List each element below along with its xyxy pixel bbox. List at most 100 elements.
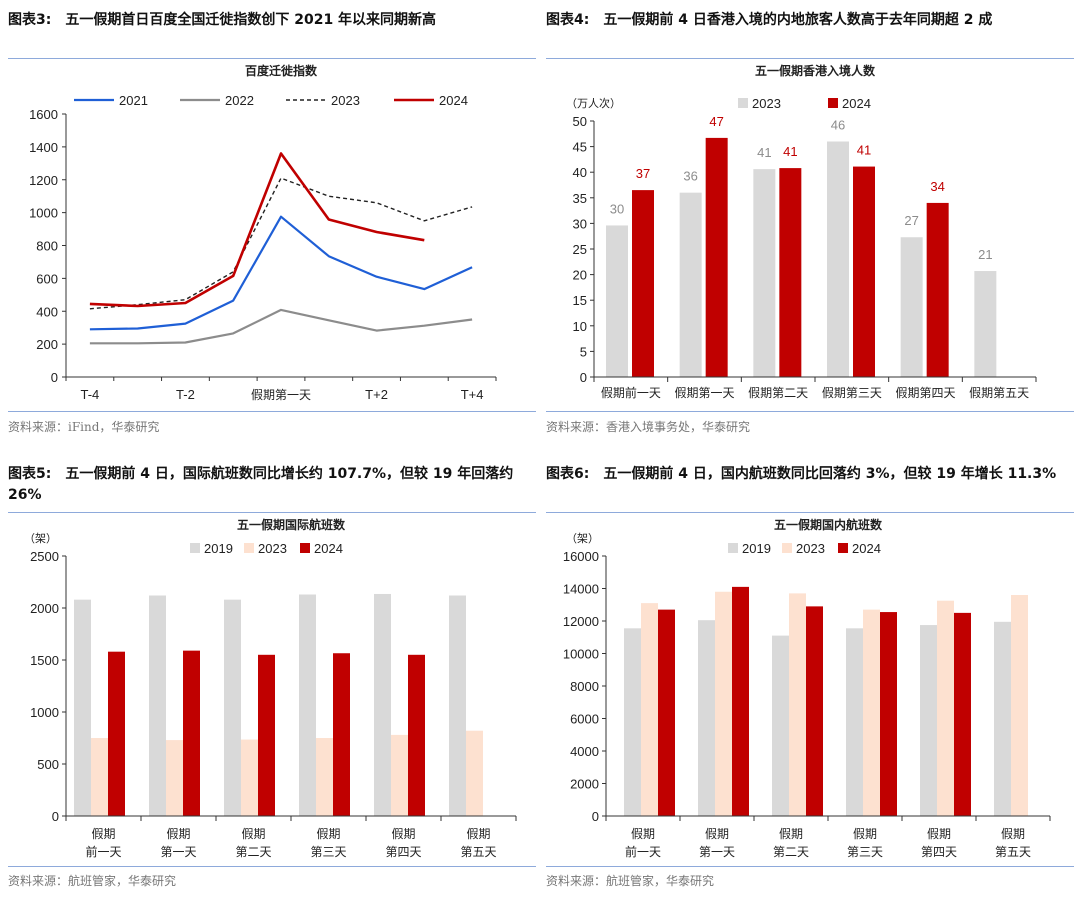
series-line-2024	[89, 152, 425, 308]
y-tick-label: 0	[580, 370, 587, 385]
bar-2024-0	[658, 609, 675, 816]
x-tick-label: 第四天	[385, 845, 421, 859]
x-tick-label: 假期	[91, 827, 115, 841]
bar-2019-2	[224, 599, 241, 816]
legend-label-2022: 2022	[225, 93, 254, 108]
panel-migration-index: 图表3: 五一假期首日百度全国迁徙指数创下 2021 年以来同期新高 百度迁徙指数…	[8, 4, 540, 444]
bar-2023-5	[466, 730, 483, 816]
x-tick-label: 前一天	[85, 844, 121, 859]
legend-label-2023: 2023	[258, 541, 287, 556]
figure-caption: 五一假期前 4 日，国际航班数同比增长约 107.7%，但较 19 年回落约 2…	[8, 466, 514, 503]
bar-2023-5	[974, 271, 997, 377]
x-tick-label: 假期	[391, 827, 415, 841]
bar-2024-3	[333, 653, 350, 816]
x-tick-label: 第三天	[310, 845, 346, 859]
data-label-2024-3: 41	[857, 143, 871, 158]
x-tick-label: 第二天	[235, 845, 271, 859]
y-unit-label: （万人次）	[566, 96, 621, 110]
figure-number: 图表4:	[546, 12, 590, 28]
y-tick-label: 5	[580, 344, 587, 359]
x-tick-label: 假期第一天	[251, 388, 311, 402]
bar-2024-2	[779, 168, 802, 377]
legend-label-2024: 2024	[852, 541, 881, 556]
x-tick-label: 假期前一天	[601, 385, 661, 400]
x-tick-label: 假期第一天	[674, 386, 734, 400]
y-tick-label: 25	[573, 242, 587, 257]
panel-intl-flights: 图表5: 五一假期前 4 日，国际航班数同比增长约 107.7%，但较 19 年回…	[8, 458, 540, 898]
legend-swatch-2023	[782, 543, 792, 553]
chart-title: 五一假期国际航班数	[237, 517, 346, 532]
y-tick-label: 2000	[570, 777, 599, 792]
data-label-2023-0: 30	[610, 201, 624, 216]
bar-2023-3	[316, 738, 333, 816]
source-note: 资料来源：航班管家，华泰研究	[8, 874, 177, 888]
series-line-2021	[89, 215, 473, 331]
bar-2019-4	[374, 593, 391, 816]
x-tick-label: 第一天	[160, 845, 196, 859]
bar-2024-0	[108, 651, 125, 816]
data-label-2024-4: 34	[930, 179, 944, 194]
y-tick-label: 2500	[30, 549, 59, 564]
bar-2024-3	[853, 166, 875, 377]
legend-swatch-2023	[738, 98, 748, 108]
x-tick-label: 假期	[241, 827, 265, 841]
source-rule	[8, 866, 536, 867]
y-tick-label: 1500	[30, 653, 59, 668]
legend-label-2019: 2019	[742, 541, 771, 556]
y-tick-label: 20	[573, 268, 587, 283]
legend-swatch-2019	[728, 543, 738, 553]
y-tick-label: 35	[573, 191, 587, 206]
bar-2023-3	[863, 609, 880, 816]
x-tick-label: 假期	[779, 827, 803, 841]
figure-caption: 五一假期首日百度全国迁徙指数创下 2021 年以来同期新高	[65, 12, 437, 28]
bar-2024-1	[732, 586, 749, 816]
source-note: 资料来源：航班管家，华泰研究	[546, 874, 715, 888]
y-tick-label: 800	[36, 239, 58, 254]
legend-label-2024: 2024	[439, 93, 468, 108]
bar-2019-5	[449, 595, 466, 816]
bar-2024-1	[705, 137, 728, 377]
legend-label-2024: 2024	[842, 96, 871, 111]
y-tick-label: 0	[52, 809, 59, 824]
source-rule	[8, 411, 536, 412]
title-rule	[546, 512, 1074, 513]
legend-label-2021: 2021	[119, 93, 148, 108]
y-tick-label: 1600	[29, 107, 58, 122]
title-rule	[546, 58, 1074, 59]
y-tick-label: 200	[36, 337, 58, 352]
chart-title: 五一假期香港入境人数	[755, 63, 876, 78]
bar-chart-intl-flights: 五一假期国际航班数 （架） 0 500 1000 1500 2000 2500 假期前一天 假期第…	[24, 517, 517, 859]
bar-2023-1	[715, 591, 732, 816]
panel-domestic-flights: 图表6: 五一假期前 4 日，国内航班数同比回落约 3%，但较 19 年增长 11…	[546, 458, 1078, 898]
data-label-2023-5: 21	[978, 247, 992, 262]
bar-2024-2	[258, 654, 275, 816]
y-tick-label: 0	[592, 809, 599, 824]
y-tick-label: 6000	[570, 712, 599, 727]
title-rule	[8, 512, 536, 513]
series-line-2022	[89, 308, 473, 345]
x-tick-label: 假期第二天	[748, 386, 808, 400]
x-tick-label: 第三天	[847, 845, 883, 859]
bar-chart-domestic-flights: 五一假期国内航班数 （架） 0 2000 4000 6000 8000 10000 12000 1…	[563, 517, 1051, 859]
x-tick-label: 第一天	[699, 845, 735, 859]
chart-title: 五一假期国内航班数	[774, 517, 883, 532]
bar-2023-2	[241, 739, 258, 816]
figure-title: 图表6: 五一假期前 4 日，国内航班数同比回落约 3%，但较 19 年增长 11…	[546, 464, 1074, 485]
x-tick-label: 假期	[927, 827, 951, 841]
y-tick-label: 12000	[563, 614, 599, 629]
bar-2023-1	[166, 740, 183, 816]
y-tick-label: 500	[37, 757, 59, 772]
y-tick-label: 10000	[563, 647, 599, 662]
bar-2019-0	[624, 628, 641, 816]
data-label-2023-2: 41	[757, 145, 771, 160]
y-tick-label: 50	[573, 114, 587, 129]
y-tick-label: 45	[573, 140, 587, 155]
bar-2024-0	[632, 190, 654, 377]
x-tick-label: 假期	[466, 827, 490, 841]
bar-2019-0	[74, 599, 91, 816]
y-tick-label: 400	[36, 304, 58, 319]
x-tick-label: 假期	[705, 827, 729, 841]
bar-2019-1	[698, 620, 715, 816]
x-tick-label: 第五天	[995, 845, 1031, 859]
x-tick-label: T+4	[461, 387, 484, 402]
